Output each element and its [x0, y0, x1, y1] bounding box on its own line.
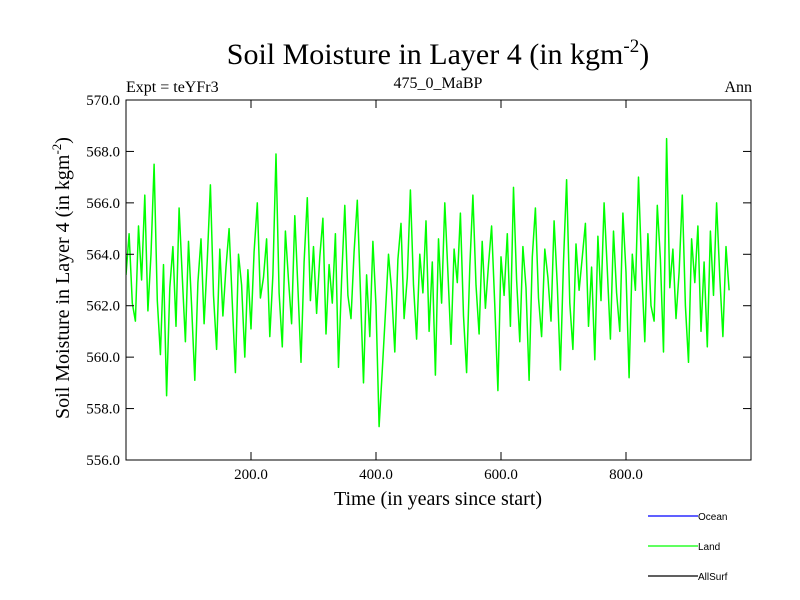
y-tick-label: 562.0: [86, 299, 120, 315]
subtitle-period: 475_0_MaBP: [394, 75, 483, 92]
chart-title-superscript: -2: [623, 36, 639, 57]
y-axis: 556.0 558.0 560.0 562.0 564.0 566.0 568.0 570.0: [86, 93, 751, 469]
legend: Ocean Land AllSurf: [648, 512, 728, 583]
legend-label-land: Land: [698, 542, 720, 553]
legend-label-ocean: Ocean: [698, 512, 727, 523]
y-tick-label: 558.0: [86, 402, 120, 418]
chart-title: Soil Moisture in Layer 4 (in kgm-2): [227, 36, 649, 71]
chart-title-close: ): [639, 38, 649, 71]
y-tick-label: 566.0: [86, 196, 120, 212]
x-axis-label: Time (in years since start): [334, 488, 542, 510]
y-axis-label-close: ): [52, 137, 74, 144]
x-tick-label: 400.0: [359, 467, 393, 483]
x-tick-label: 200.0: [234, 467, 268, 483]
legend-label-allsurf: AllSurf: [698, 572, 728, 583]
series-line-land: [126, 137, 730, 428]
y-tick-label: 568.0: [86, 144, 120, 160]
plot-frame: [125, 99, 752, 461]
subtitle-experiment: Expt = teYFr3: [126, 79, 219, 96]
y-axis-label-superscript: -2: [49, 144, 64, 155]
subtitle-season: Ann: [724, 79, 752, 96]
x-axis: 200.0 400.0 600.0 800.0: [234, 100, 643, 483]
y-tick-label: 564.0: [86, 247, 120, 263]
x-tick-label: 600.0: [484, 467, 518, 483]
y-axis-label-main: Soil Moisture in Layer 4 (in kgm: [52, 154, 74, 419]
y-tick-label: 556.0: [86, 453, 120, 469]
y-tick-label: 560.0: [86, 350, 120, 366]
y-axis-label: Soil Moisture in Layer 4 (in kgm-2): [49, 137, 74, 419]
chart-title-main: Soil Moisture in Layer 4 (in kgm: [227, 38, 624, 71]
y-tick-label: 570.0: [86, 93, 120, 109]
x-tick-label: 800.0: [609, 467, 643, 483]
